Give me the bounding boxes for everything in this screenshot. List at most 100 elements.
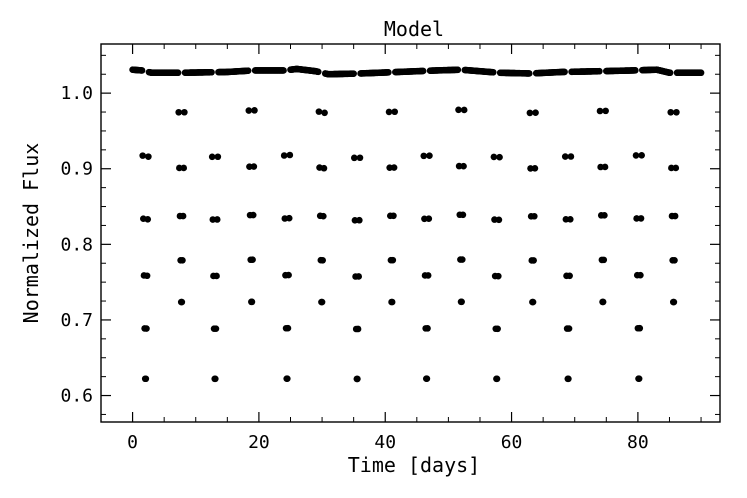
data-point [489, 68, 497, 76]
data-point [248, 298, 256, 306]
data-point [286, 151, 294, 159]
data-point [284, 375, 291, 382]
data-point [423, 375, 431, 383]
data-point [143, 325, 150, 332]
data-point [637, 271, 644, 279]
x-tick-label: 60 [501, 432, 523, 453]
data-point [385, 108, 393, 116]
y-tick-label: 1.0 [60, 83, 93, 104]
data-point [181, 108, 188, 116]
y-axis-ticks: 0.6 0.7 0.8 0.9 1.0 [60, 54, 720, 415]
data-point [426, 152, 433, 159]
data-point [179, 212, 187, 220]
data-point [424, 272, 432, 279]
data-point [213, 272, 220, 280]
data-point [212, 375, 219, 383]
data-point [249, 256, 256, 264]
data-point [561, 68, 568, 76]
data-point [566, 272, 573, 280]
data-point [493, 375, 501, 383]
data-point [244, 67, 252, 75]
data-point [565, 375, 572, 383]
x-tick-label: 0 [127, 432, 138, 453]
data-point [245, 107, 253, 114]
x-axis-label: Time [days] [348, 453, 480, 477]
data-point [212, 325, 220, 332]
data-point [599, 298, 607, 306]
data-point [636, 324, 644, 332]
data-point [145, 153, 152, 160]
data-point [632, 67, 639, 74]
data-point [350, 154, 358, 162]
data-point [350, 70, 357, 77]
data-point [355, 273, 363, 280]
data-point [455, 106, 462, 114]
data-point [425, 215, 433, 222]
data-point [531, 212, 538, 220]
data-point [459, 211, 467, 219]
x-tick-label: 20 [248, 432, 270, 453]
data-point [494, 325, 501, 333]
data-point [667, 108, 675, 116]
data-point [601, 163, 609, 171]
data-points [129, 65, 705, 383]
data-point [458, 298, 465, 306]
data-point [320, 212, 327, 220]
data-point [251, 107, 258, 114]
data-point [596, 67, 603, 75]
data-point [602, 107, 609, 115]
data-point [419, 67, 427, 75]
data-point [529, 298, 537, 306]
data-point [280, 67, 287, 74]
data-point [354, 375, 361, 383]
data-point [320, 164, 328, 172]
data-point [567, 153, 575, 160]
data-point [208, 153, 216, 161]
data-point [354, 325, 362, 333]
data-point [567, 215, 574, 223]
data-point [250, 163, 258, 170]
data-point [635, 375, 643, 382]
plot-frame [100, 43, 721, 423]
data-point [424, 325, 431, 332]
data-point [460, 162, 467, 170]
data-point [388, 298, 396, 306]
data-point [525, 70, 533, 77]
data-point [638, 151, 645, 159]
data-point [284, 324, 292, 332]
data-point [495, 216, 503, 224]
data-point [356, 154, 364, 162]
data-point [530, 257, 537, 264]
data-point [178, 298, 186, 306]
data-point [532, 109, 539, 116]
data-point [561, 153, 569, 160]
data-point [321, 109, 328, 117]
data-point [389, 256, 397, 264]
data-point [526, 109, 534, 117]
data-point [385, 69, 392, 76]
data-point [632, 152, 640, 159]
data-point [458, 256, 466, 263]
data-point [214, 153, 222, 161]
data-point [596, 107, 604, 115]
data-point [454, 66, 462, 74]
data-point [315, 108, 323, 115]
data-point [495, 272, 502, 280]
data-point [180, 164, 188, 172]
data-point [391, 108, 399, 116]
data-point [490, 153, 498, 161]
data-point [138, 67, 146, 74]
data-point [318, 298, 326, 306]
data-point [672, 164, 680, 172]
data-point [285, 214, 293, 222]
data-point [143, 272, 151, 280]
data-point [390, 164, 398, 171]
y-tick-label: 0.8 [60, 234, 93, 255]
data-point [174, 69, 182, 77]
chart-title: Model [384, 17, 444, 41]
data-point [175, 108, 182, 116]
data-point [496, 153, 503, 161]
y-tick-label: 0.7 [60, 310, 93, 331]
data-point [697, 69, 705, 77]
